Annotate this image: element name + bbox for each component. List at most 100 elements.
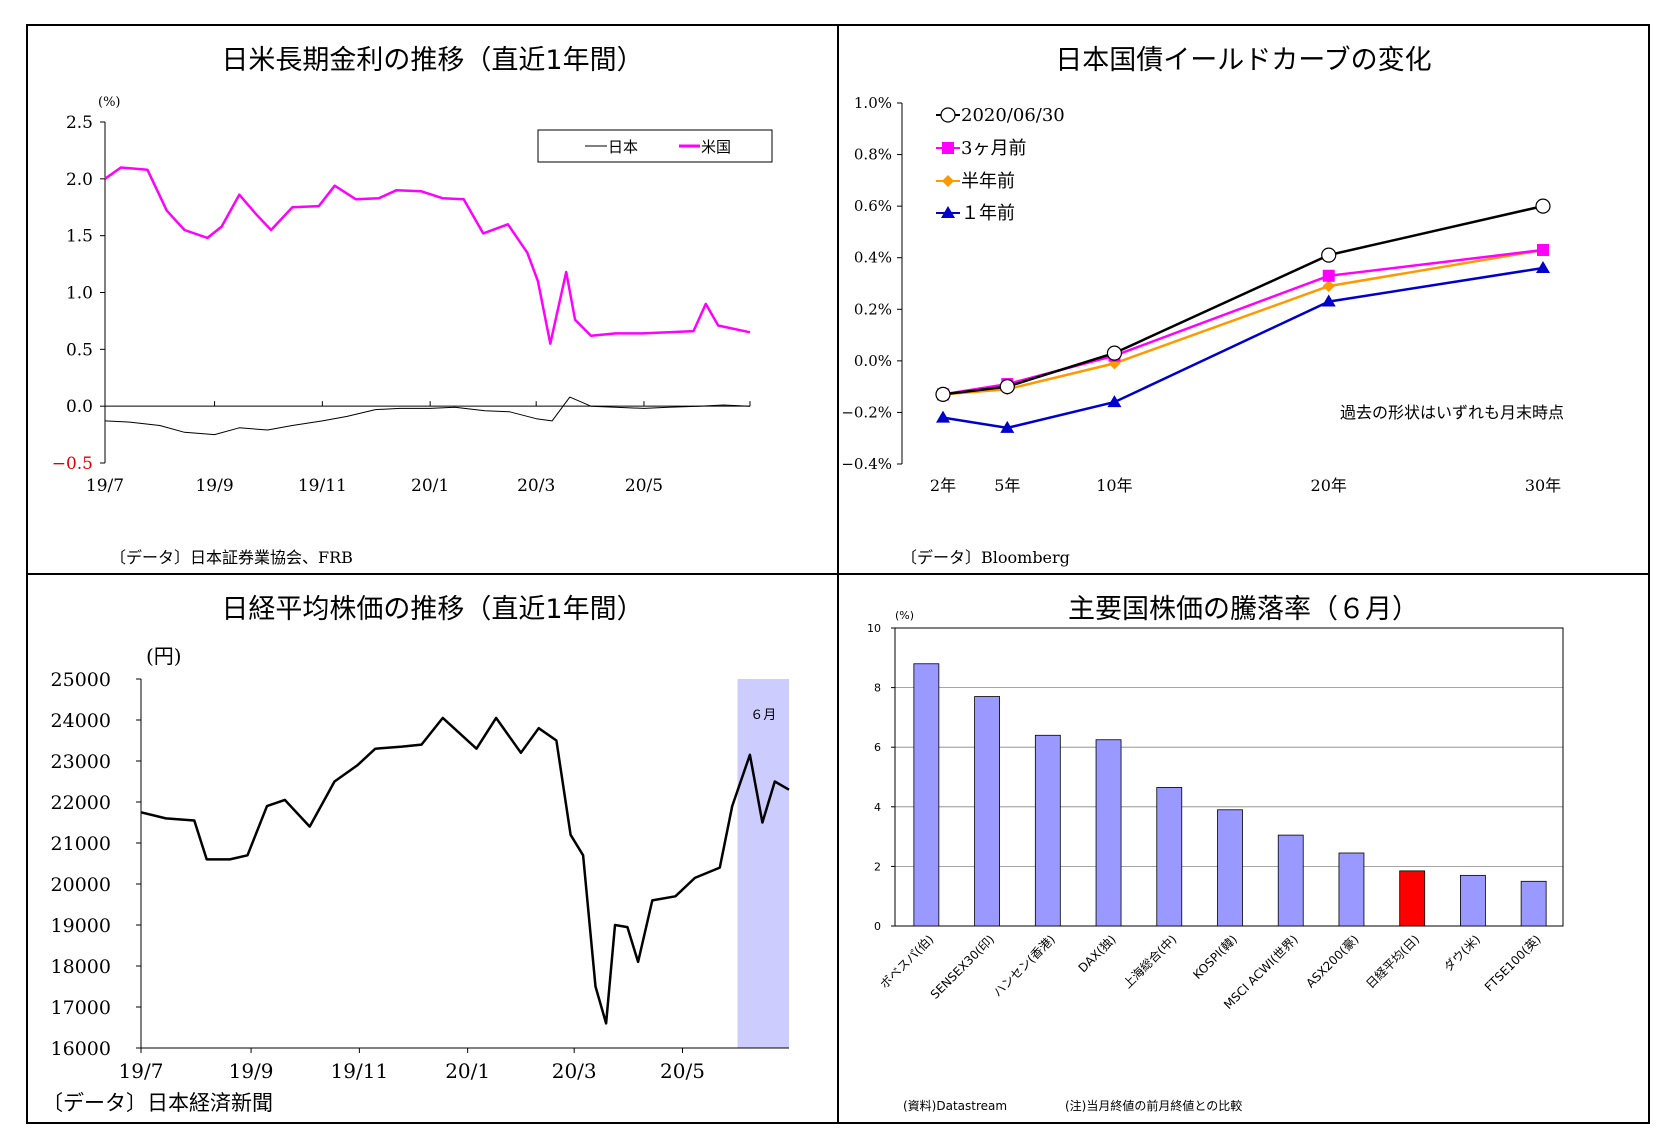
legend-label: １年前 xyxy=(961,203,1015,224)
category-label: KOSPI(韓) xyxy=(1190,932,1240,982)
bar xyxy=(1520,880,1547,927)
nikkei-avg-panel: 日経平均株価の推移（直近1年間） ６月 (円) 25000 24000 23000 220… xyxy=(26,573,839,1124)
bar xyxy=(1095,739,1122,927)
category-label: ハンセン(香港) xyxy=(990,932,1057,999)
y-tick-label: 1.0 xyxy=(66,284,93,304)
legend-label: 2020/06/30 xyxy=(961,105,1065,126)
nikkei-avg-chart: ６月 (円) 25000 24000 23000 22000 21000 20000 19000… xyxy=(51,644,790,1083)
jp-us-rates-panel: 日米長期金利の推移（直近1年間） (%) 2.5 2.0 1.5 1.0 0.5 0.0 −0… xyxy=(26,24,839,575)
y-tick-label: 10 xyxy=(867,622,881,635)
curve-line-1 xyxy=(942,248,1544,396)
x-tick-label: 19/7 xyxy=(86,476,124,496)
y-tick-label: 0.6% xyxy=(854,197,892,215)
category-label: 上海総合(中) xyxy=(1120,932,1180,992)
category-label: ダウ(米) xyxy=(1440,932,1483,975)
y-tick-label: 17000 xyxy=(51,997,111,1019)
legend-marker xyxy=(941,206,955,218)
category-label: 日経平均(日) xyxy=(1363,932,1422,991)
jgb-yield-curve-panel: 日本国債イールドカーブの変化 1.0% 0.8% 0.6% 0.4% 0.2% 0.0% −… xyxy=(837,24,1650,575)
nikkei-avg-title: 日経平均株価の推移（直近1年間） xyxy=(221,594,644,625)
bar xyxy=(1399,870,1426,927)
y-tick-label: 0.0 xyxy=(66,397,93,417)
series-line-japan xyxy=(104,396,751,436)
y-tick-label: −0.5 xyxy=(52,454,93,474)
x-tick-label: 20/5 xyxy=(625,476,663,496)
major-stock-change-source: (資料)Datastream xyxy=(903,1099,1008,1113)
legend-label-japan: 日本 xyxy=(608,138,638,156)
x-tick-label: 30年 xyxy=(1525,476,1561,495)
jp-us-rates-source: 〔データ〕日本証券業協会、FRB xyxy=(110,548,353,567)
major-stock-change-title: 主要国株価の騰落率（６月） xyxy=(1068,594,1419,625)
y-tick-label: 1.0% xyxy=(854,94,892,112)
y-tick-label: 16000 xyxy=(51,1038,111,1060)
curve-point xyxy=(1322,280,1335,293)
y-tick-label: 0.8% xyxy=(854,146,892,164)
major-stock-change-note: (注)当月終値の前月終値との比較 xyxy=(1065,1099,1243,1113)
curve-point xyxy=(1536,261,1550,274)
category-label: ASX200(豪) xyxy=(1303,932,1362,991)
legend-label: 半年前 xyxy=(961,171,1015,192)
curve-point xyxy=(1535,198,1551,214)
category-label: SENSEX30(印) xyxy=(928,932,997,1001)
legend-marker xyxy=(942,175,954,187)
curve-point xyxy=(1321,247,1337,263)
y-tick-label: 2.0 xyxy=(66,170,93,190)
curve-point xyxy=(1107,395,1122,408)
y-tick-label: 21000 xyxy=(51,833,111,855)
y-tick-label: 23000 xyxy=(51,751,111,773)
bar xyxy=(913,663,940,927)
curve-line-0 xyxy=(942,204,1544,396)
y-tick-label: 2.5 xyxy=(66,113,93,133)
y-tick-label: 0.5 xyxy=(66,340,93,360)
legend-label: 3ヶ月前 xyxy=(961,138,1026,159)
curve-point xyxy=(1537,243,1549,256)
curve-note: 過去の形状はいずれも月末時点 xyxy=(1340,403,1564,422)
jgb-yield-curve-source: 〔データ〕Bloomberg xyxy=(901,548,1070,567)
curve-line-2 xyxy=(942,248,1544,396)
jp-us-rates-title: 日米長期金利の推移（直近1年間） xyxy=(221,45,644,76)
june-highlight xyxy=(737,679,789,1048)
y-tick-label: −0.4% xyxy=(841,455,892,473)
y-tick-label: 8 xyxy=(874,682,881,695)
x-tick-label: 20年 xyxy=(1311,476,1347,495)
curve-point xyxy=(935,386,951,402)
nikkei-avg-source: 〔データ〕日本経済新聞 xyxy=(42,1091,273,1115)
bar xyxy=(1034,734,1061,927)
jp-us-rates-chart: (%) 2.5 2.0 1.5 1.0 0.5 0.0 −0.519/7 19/9 19/11 20… xyxy=(52,95,773,496)
y-tick-label: −0.2% xyxy=(841,403,892,421)
y-tick-label: 4 xyxy=(874,801,881,814)
y-tick-label: 25000 xyxy=(51,669,111,691)
y-tick-label: 18000 xyxy=(51,956,111,978)
y-tick-label: 20000 xyxy=(51,874,111,896)
legend-marker xyxy=(942,142,954,154)
legend-box xyxy=(537,129,773,163)
curve-point xyxy=(1322,269,1335,282)
y-tick-label: 0.4% xyxy=(854,249,892,267)
x-tick-label: 20/1 xyxy=(411,476,449,496)
x-tick-label: 2年 xyxy=(930,476,956,495)
x-tick-label: 19/9 xyxy=(195,476,233,496)
x-tick-label: 19/11 xyxy=(331,1059,389,1083)
jgb-yield-curve-chart: 1.0% 0.8% 0.6% 0.4% 0.2% 0.0% −0.2% −0.4% 2年 5年 10… xyxy=(841,94,1564,495)
bar xyxy=(1277,834,1304,927)
nikkei-line xyxy=(140,716,790,1025)
x-tick-label: 10年 xyxy=(1096,476,1132,495)
y-tick-label: 0.0% xyxy=(854,352,892,370)
curve-point xyxy=(936,410,950,423)
y-unit-label: (円) xyxy=(146,644,182,668)
bar xyxy=(1217,809,1243,927)
y-tick-label: 22000 xyxy=(51,792,111,814)
legend-marker xyxy=(940,107,956,123)
bar xyxy=(1460,874,1486,927)
category-label: DAX(独) xyxy=(1076,932,1119,975)
y-tick-label: 2 xyxy=(874,860,881,873)
june-highlight-label: ６月 xyxy=(750,708,776,723)
curve-point xyxy=(1321,294,1336,307)
x-tick-label: 20/3 xyxy=(517,476,555,496)
y-tick-label: 6 xyxy=(874,741,881,754)
y-tick-label: 0.2% xyxy=(854,300,892,318)
jgb-yield-curve-title: 日本国債イールドカーブの変化 xyxy=(1055,45,1432,76)
bar xyxy=(974,696,1000,927)
x-tick-label: 20/1 xyxy=(445,1059,490,1083)
